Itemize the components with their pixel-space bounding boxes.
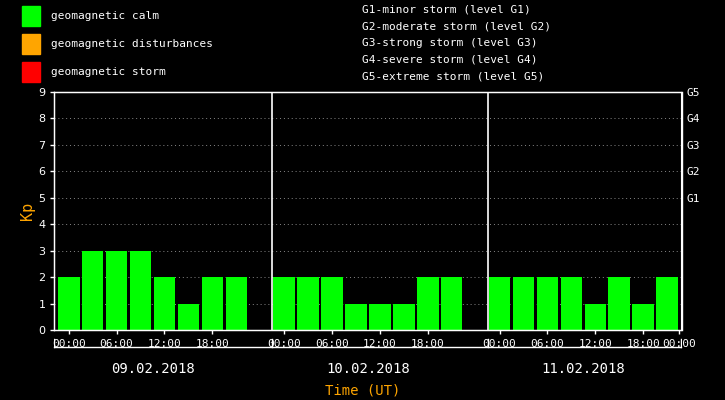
Bar: [22, 62, 40, 82]
Bar: [560, 277, 582, 330]
Bar: [154, 277, 175, 330]
Bar: [656, 277, 678, 330]
Bar: [536, 277, 558, 330]
Text: geomagnetic disturbances: geomagnetic disturbances: [51, 39, 212, 49]
Bar: [82, 251, 104, 330]
Bar: [441, 277, 463, 330]
Bar: [273, 277, 295, 330]
Bar: [584, 304, 606, 330]
Bar: [297, 277, 319, 330]
Text: 11.02.2018: 11.02.2018: [542, 362, 625, 376]
Bar: [130, 251, 152, 330]
Text: geomagnetic calm: geomagnetic calm: [51, 11, 159, 21]
Bar: [178, 304, 199, 330]
Text: Time (UT): Time (UT): [325, 384, 400, 398]
Bar: [22, 6, 40, 26]
Bar: [225, 277, 247, 330]
Bar: [513, 277, 534, 330]
Bar: [58, 277, 80, 330]
Bar: [106, 251, 128, 330]
Y-axis label: Kp: Kp: [20, 202, 36, 220]
Text: G3-strong storm (level G3): G3-strong storm (level G3): [362, 38, 538, 48]
Bar: [417, 277, 439, 330]
Text: 09.02.2018: 09.02.2018: [111, 362, 194, 376]
Text: 10.02.2018: 10.02.2018: [326, 362, 410, 376]
Bar: [321, 277, 343, 330]
Text: G4-severe storm (level G4): G4-severe storm (level G4): [362, 54, 538, 64]
Bar: [608, 277, 630, 330]
Bar: [393, 304, 415, 330]
Bar: [202, 277, 223, 330]
Bar: [369, 304, 391, 330]
Bar: [632, 304, 654, 330]
Bar: [489, 277, 510, 330]
Text: G5-extreme storm (level G5): G5-extreme storm (level G5): [362, 71, 544, 81]
Text: G2-moderate storm (level G2): G2-moderate storm (level G2): [362, 21, 552, 31]
Bar: [345, 304, 367, 330]
Text: G1-minor storm (level G1): G1-minor storm (level G1): [362, 4, 531, 14]
Bar: [22, 34, 40, 54]
Text: geomagnetic storm: geomagnetic storm: [51, 67, 165, 77]
